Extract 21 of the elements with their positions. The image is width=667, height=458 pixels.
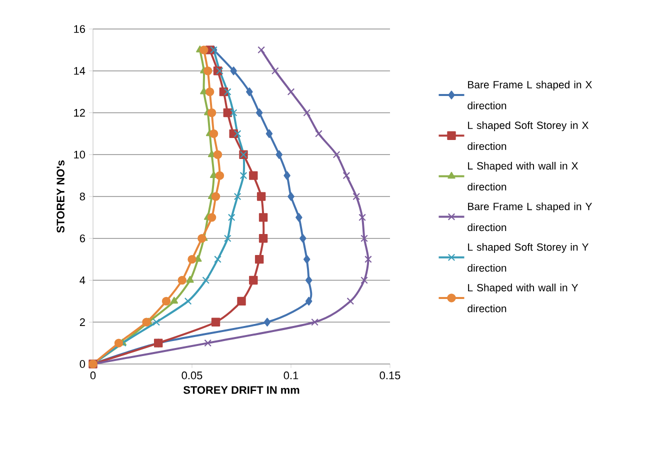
legend-label: L Shaped with wall in Y direction [468, 284, 578, 312]
y-tick-label: 16 [74, 25, 85, 33]
x-tick-label: 0.1 [284, 372, 298, 380]
y-tick-label: 0 [80, 360, 86, 368]
y-tick-label: 12 [74, 108, 85, 117]
y-tick-label: 8 [80, 192, 85, 200]
legend-label: L shaped Soft Storey in Y direction [468, 243, 589, 272]
x-tick-label: 0.15 [380, 372, 400, 380]
y-tick-label: 6 [80, 234, 85, 242]
y-tick-label: 2 [80, 318, 85, 326]
legend-label: Bare Frame L shaped in X direction [468, 80, 592, 110]
y-tick-label: 14 [74, 67, 86, 75]
y-tick-label: 4 [80, 276, 86, 284]
y-axis-title: STOREY NO's [56, 160, 64, 233]
legend-label: L shaped Soft Storey in X direction [468, 121, 589, 150]
x-axis-title: STOREY DRIFT IN mm [183, 386, 300, 394]
legend-label: Bare Frame L shaped in Y direction [468, 202, 592, 232]
y-tick-label: 10 [74, 150, 86, 159]
x-tick-label: 0 [90, 372, 96, 380]
x-tick-label: 0.05 [182, 372, 202, 380]
legend-label: L Shaped with wall in X direction [468, 162, 578, 191]
